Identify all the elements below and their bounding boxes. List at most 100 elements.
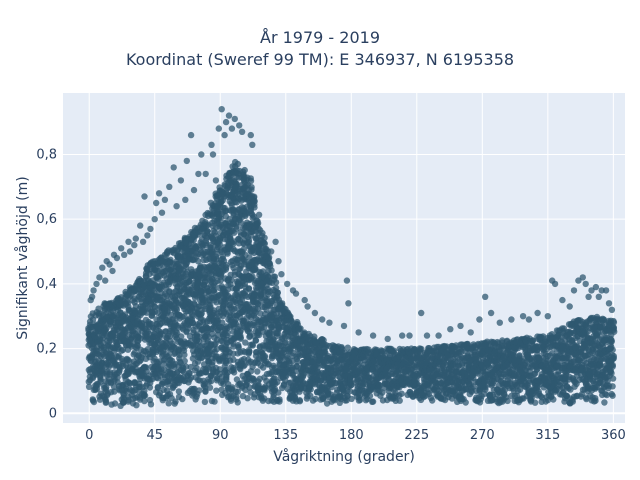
data-point [97,374,104,381]
data-point [198,310,205,317]
data-point [160,360,167,368]
data-point [85,378,93,385]
data-point [224,329,232,337]
data-point [233,287,240,294]
data-point [233,223,240,230]
data-point [90,398,98,406]
data-point [142,364,150,371]
data-point [148,312,155,319]
data-point [263,296,271,303]
data-point [151,303,158,310]
data-point [190,385,197,393]
data-point [193,364,200,372]
data-point [165,400,172,407]
data-point [516,352,523,359]
data-point [398,390,405,397]
data-point [206,384,214,391]
data-point [245,285,252,292]
data-point [119,346,127,354]
data-point [261,234,268,241]
data-point [210,287,218,294]
data-point [219,319,226,326]
data-point [234,160,241,168]
data-point [230,369,238,376]
data-point [257,310,264,317]
data-point [146,384,154,391]
data-point [125,303,132,310]
data-point [424,389,431,396]
data-point [261,384,269,392]
data-point [190,300,198,307]
data-point [241,166,248,174]
data-point [249,342,256,349]
data-point [254,368,261,375]
data-point [240,246,247,253]
data-point [270,362,277,369]
data-point [228,276,235,284]
data-point [201,398,209,406]
data-point [213,387,220,394]
data-point [307,386,314,393]
data-point [237,219,245,226]
data-point [531,399,539,406]
data-point [111,388,118,395]
data-point [248,186,255,193]
data-point [141,397,148,405]
data-point [207,378,215,385]
chart-title: År 1979 - 2019 [260,28,380,47]
data-point [171,363,178,370]
data-point [185,369,193,376]
data-point [133,402,140,409]
data-point [244,395,251,402]
data-point [251,266,258,273]
data-point [245,347,253,354]
data-point [366,392,374,400]
data-point [265,288,272,296]
data-point [176,358,183,365]
data-point [189,313,196,320]
data-point [111,400,119,407]
data-point [216,241,223,248]
data-point [235,343,242,350]
data-point [219,255,226,262]
data-point [110,383,118,391]
data-point [396,397,403,404]
data-point [200,377,207,384]
data-point [141,392,149,399]
data-point [245,237,253,244]
data-point [256,250,263,257]
data-point [223,261,230,269]
data-point [179,395,186,403]
data-point [182,363,190,370]
data-point [95,305,102,312]
data-point [126,358,133,365]
data-point [180,368,187,375]
data-point [202,387,209,395]
data-point [216,366,223,373]
data-point [211,229,219,236]
data-point [462,399,469,406]
data-point [186,376,193,383]
data-point [272,279,280,286]
data-point [178,333,185,340]
data-point [196,387,203,394]
data-point [147,401,155,408]
data-point [175,388,183,395]
data-point [261,240,268,247]
data-point [237,335,244,342]
data-point [194,258,202,265]
data-point [369,398,377,405]
data-point [172,398,179,405]
data-point [429,397,436,404]
chart-subtitle: Koordinat (Sweref 99 TM): E 346937, N 61… [125,50,515,69]
data-point [119,399,127,406]
data-point [254,219,262,227]
data-point [268,267,275,274]
data-point [259,397,267,404]
data-point [181,357,188,365]
data-point [229,384,236,391]
data-point [174,322,181,329]
data-points [85,106,618,409]
data-point [144,328,152,335]
